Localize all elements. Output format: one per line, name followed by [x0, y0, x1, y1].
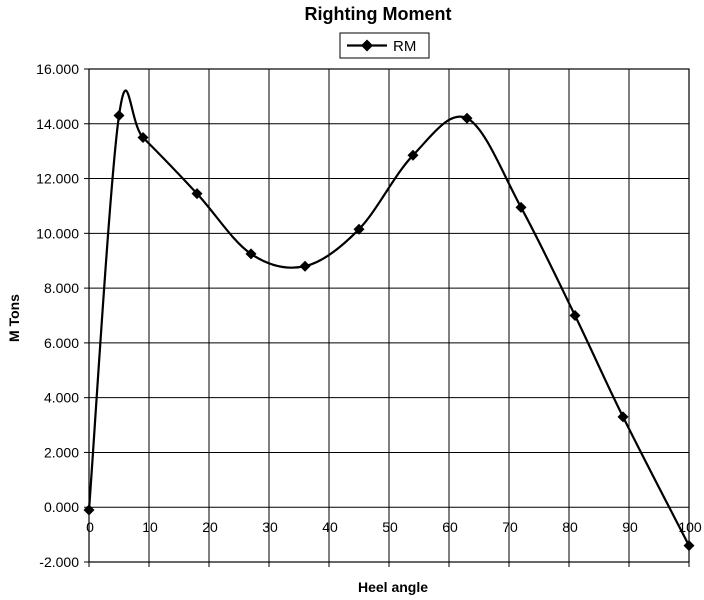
- data-point-89: [617, 411, 629, 423]
- y-tick-label: 8.000: [44, 280, 79, 296]
- legend: RM: [339, 32, 430, 59]
- data-point-81: [569, 310, 581, 321]
- x-tick-label: 10: [142, 519, 158, 535]
- y-tick-label: 10.000: [36, 225, 79, 241]
- series-line-rm: [87, 89, 690, 547]
- y-tick-label: 4.000: [44, 390, 79, 406]
- data-point-0: [83, 504, 95, 516]
- y-tick-label: 0.000: [44, 499, 79, 515]
- x-tick-label: 0: [86, 519, 94, 535]
- data-point-27: [245, 248, 257, 260]
- y-tick-label: 12.000: [36, 171, 79, 187]
- data-point-63: [461, 112, 473, 124]
- x-axis-title: Heel angle: [358, 579, 428, 595]
- data-point-5: [113, 110, 125, 122]
- legend-label: RM: [393, 38, 416, 55]
- x-tick-label: 30: [262, 519, 278, 535]
- y-axis-title: M Tons: [6, 294, 22, 342]
- x-tick-label: 80: [562, 519, 578, 535]
- x-tick-label: 20: [202, 519, 218, 535]
- y-axis-ticks: 16.000 14.000 12.000 10.000 8.000 6.000 4.000 2…: [36, 61, 89, 570]
- series-markers: [83, 110, 695, 552]
- data-point-54: [407, 149, 419, 161]
- x-axis-ticks: 0 10 20 30 40 50 60 70 80 90 100: [86, 519, 702, 567]
- x-tick-label: 50: [382, 519, 398, 535]
- y-tick-label: 14.000: [36, 116, 79, 132]
- data-point-72: [515, 201, 527, 213]
- data-point-18: [191, 188, 203, 200]
- data-point-100: [683, 540, 695, 552]
- data-point-36: [299, 260, 311, 272]
- x-tick-label: 100: [678, 519, 702, 535]
- data-point-9: [137, 131, 149, 143]
- y-tick-label: -2.000: [39, 554, 79, 570]
- y-tick-label: 6.000: [44, 335, 79, 351]
- y-tick-label: 16.000: [36, 61, 79, 77]
- y-tick-label: 2.000: [44, 444, 79, 460]
- gridlines: [88, 68, 690, 563]
- x-tick-label: 70: [502, 519, 518, 535]
- chart-title: Righting Moment: [305, 4, 452, 24]
- x-tick-label: 60: [442, 519, 458, 535]
- data-point-45: [353, 223, 365, 235]
- x-tick-label: 40: [322, 519, 338, 535]
- x-tick-label: 90: [622, 519, 638, 535]
- legend-marker: [361, 39, 373, 52]
